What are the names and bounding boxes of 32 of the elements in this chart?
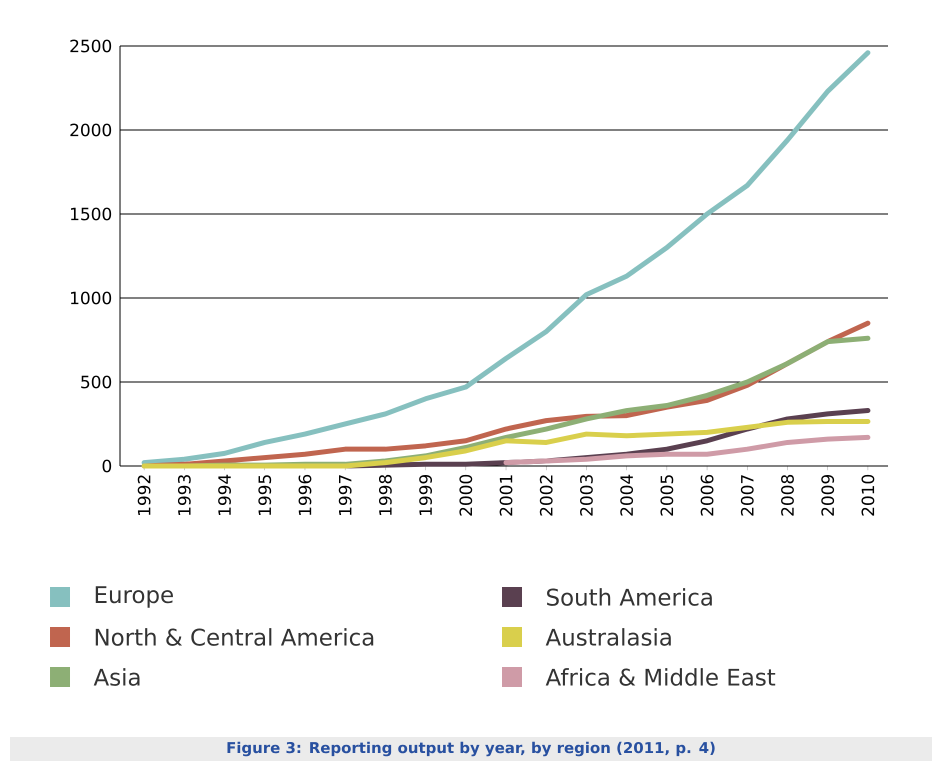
x-tick-label: 1997 bbox=[338, 475, 352, 515]
legend-label: North & Central America bbox=[96, 628, 374, 646]
x-tick-label: 2003 bbox=[580, 475, 593, 516]
x-tick-label: 2006 bbox=[700, 474, 714, 516]
legend-label: Europe bbox=[96, 586, 173, 608]
x-tick-label: 1992 bbox=[138, 475, 151, 515]
x-tick-label: 2008 bbox=[781, 474, 794, 516]
legend-label: Australasia bbox=[546, 628, 671, 646]
legend-label: South America bbox=[547, 588, 712, 606]
x-tick-label: 1998 bbox=[378, 474, 392, 515]
x-tick-label: 2004 bbox=[620, 474, 634, 516]
y-tick-label: 0 bbox=[102, 460, 112, 472]
caption: Figure 3: Reporting output by year, by region (2011, p. 4) bbox=[227, 742, 715, 756]
x-tick-label: 2010 bbox=[861, 474, 874, 516]
x-tick-label: 1995 bbox=[258, 475, 272, 515]
x-tick-label: 1999 bbox=[419, 474, 432, 515]
legend-label: Asia bbox=[94, 668, 140, 686]
y-tick-label: 2500 bbox=[70, 40, 112, 52]
x-tick-label: 1993 bbox=[178, 475, 191, 515]
x-tick-label: 2000 bbox=[459, 474, 472, 516]
y-tick-label: 2000 bbox=[70, 124, 112, 136]
x-tick-label: 2009 bbox=[821, 474, 834, 516]
y-tick-label: 1500 bbox=[71, 208, 112, 220]
x-tick-label: 2007 bbox=[740, 475, 754, 516]
y-tick-label: 1000 bbox=[71, 292, 112, 304]
x-tick-label: 2001 bbox=[500, 475, 512, 516]
y-tick-label: 500 bbox=[81, 376, 112, 388]
x-tick-label: 1996 bbox=[298, 474, 312, 515]
x-tick-label: 1994 bbox=[218, 474, 231, 515]
x-tick-label: 2002 bbox=[540, 475, 553, 516]
x-tick-label: 2005 bbox=[660, 475, 674, 516]
legend-label: Africa & Middle East bbox=[546, 668, 776, 686]
